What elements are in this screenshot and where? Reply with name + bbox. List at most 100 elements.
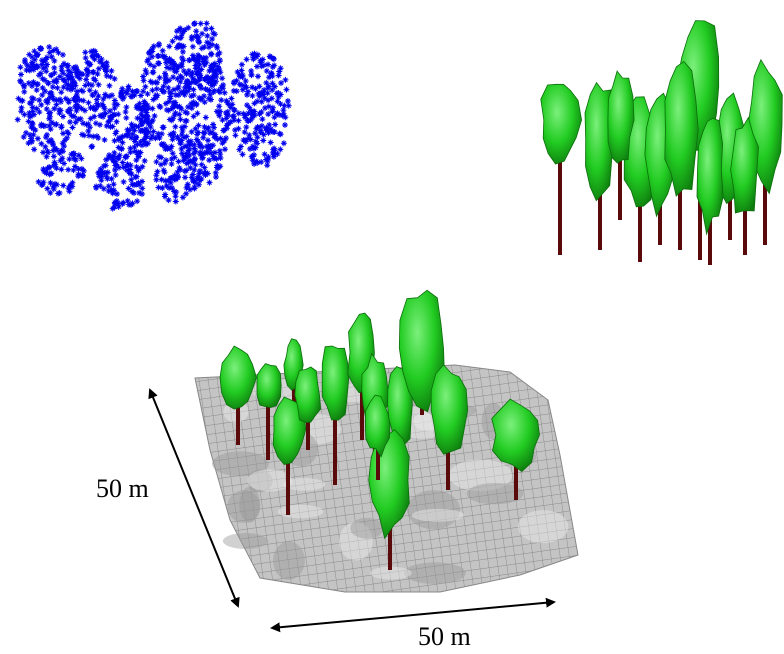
lidar-point bbox=[228, 95, 235, 102]
lidar-point bbox=[139, 163, 146, 170]
lidar-point bbox=[73, 93, 80, 100]
lidar-point bbox=[55, 190, 62, 197]
lidar-point bbox=[133, 157, 140, 164]
lidar-point bbox=[168, 156, 175, 163]
lidar-point bbox=[129, 88, 136, 95]
lidar-point bbox=[137, 92, 144, 99]
lidar-point bbox=[43, 153, 50, 160]
lidar-point bbox=[91, 56, 98, 63]
lidar-point bbox=[38, 140, 45, 147]
lidar-point bbox=[47, 126, 54, 133]
lidar-point bbox=[174, 75, 181, 82]
lidar-point bbox=[186, 57, 193, 64]
lidar-point bbox=[206, 179, 213, 186]
lidar-point bbox=[116, 164, 123, 171]
lidar-point bbox=[185, 103, 192, 110]
lidar-point bbox=[192, 62, 199, 69]
lidar-point bbox=[185, 67, 192, 74]
lidar-point bbox=[147, 123, 154, 130]
lidar-point bbox=[107, 73, 114, 80]
lidar-point bbox=[145, 56, 152, 63]
lidar-point bbox=[61, 137, 68, 144]
lidar-point bbox=[156, 74, 163, 81]
lidar-point bbox=[246, 132, 253, 139]
lidar-point bbox=[183, 143, 190, 150]
lidar-point bbox=[193, 136, 200, 143]
lidar-point bbox=[258, 159, 265, 166]
lidar-point bbox=[184, 82, 191, 89]
lidar-point bbox=[66, 156, 73, 163]
lidar-point bbox=[189, 159, 196, 166]
lidar-point bbox=[109, 205, 116, 212]
lidar-point bbox=[208, 25, 215, 32]
lidar-point bbox=[280, 107, 287, 114]
lidar-point bbox=[173, 28, 180, 35]
lidar-point bbox=[148, 118, 155, 125]
lidar-point bbox=[174, 85, 181, 92]
lidar-point bbox=[193, 59, 200, 66]
lidar-point bbox=[92, 89, 99, 96]
lidar-point bbox=[198, 85, 205, 92]
lidar-point bbox=[190, 99, 197, 106]
lidar-point bbox=[180, 57, 187, 64]
lidar-point bbox=[89, 69, 96, 76]
lidar-point bbox=[166, 116, 173, 123]
lidar-point bbox=[169, 150, 176, 157]
lidar-point bbox=[120, 164, 127, 171]
lidar-point bbox=[251, 112, 258, 119]
lidar-point bbox=[184, 88, 191, 95]
lidar-point bbox=[208, 82, 215, 89]
lidar-point bbox=[48, 72, 55, 79]
lidar-point bbox=[15, 95, 22, 102]
lidar-point bbox=[203, 20, 210, 27]
lidar-point bbox=[53, 46, 60, 53]
lidar-point bbox=[31, 48, 38, 55]
lidar-point bbox=[131, 148, 138, 155]
lidar-point bbox=[188, 36, 195, 43]
lidar-point bbox=[210, 89, 217, 96]
lidar-point bbox=[187, 164, 194, 171]
lidar-point bbox=[51, 57, 58, 64]
lidar-point bbox=[175, 135, 182, 142]
lidar-point bbox=[127, 149, 134, 156]
lidar-point bbox=[21, 83, 28, 90]
lidar-point bbox=[200, 93, 207, 100]
lidar-point bbox=[183, 150, 190, 157]
lidar-point bbox=[79, 172, 86, 179]
lidar-point bbox=[40, 179, 47, 186]
plot-scene-image bbox=[194, 289, 579, 593]
lidar-point bbox=[216, 49, 223, 56]
lidar-point bbox=[246, 145, 253, 152]
lidar-point bbox=[198, 66, 205, 73]
lidar-point bbox=[139, 191, 146, 198]
lidar-point bbox=[162, 75, 169, 82]
lidar-point bbox=[102, 169, 109, 176]
lidar-point bbox=[127, 162, 134, 169]
lidar-point bbox=[282, 76, 289, 83]
lidar-point bbox=[152, 92, 159, 99]
lidar-point bbox=[136, 165, 143, 172]
lidar-point bbox=[265, 103, 272, 110]
lidar-point bbox=[245, 110, 252, 117]
lidar-point bbox=[43, 68, 50, 75]
lidar-point bbox=[103, 63, 110, 70]
lidar-point bbox=[214, 44, 221, 51]
tree-crown bbox=[321, 345, 350, 421]
lidar-point bbox=[116, 134, 123, 141]
lidar-point bbox=[161, 70, 168, 77]
lidar-point bbox=[183, 167, 190, 174]
lidar-point bbox=[139, 107, 146, 114]
lidar-point bbox=[280, 110, 287, 117]
lidar-point bbox=[17, 77, 24, 84]
lidar-point bbox=[55, 49, 62, 56]
lidar-point bbox=[100, 113, 107, 120]
lidar-point bbox=[258, 98, 265, 105]
lidar-point bbox=[28, 137, 35, 144]
lidar-point bbox=[211, 149, 218, 156]
lidar-point bbox=[33, 105, 40, 112]
lidar-point bbox=[107, 108, 114, 115]
lidar-point bbox=[142, 102, 149, 109]
lidar-point bbox=[136, 100, 143, 107]
lidar-point bbox=[34, 135, 41, 142]
lidar-point bbox=[25, 118, 32, 125]
